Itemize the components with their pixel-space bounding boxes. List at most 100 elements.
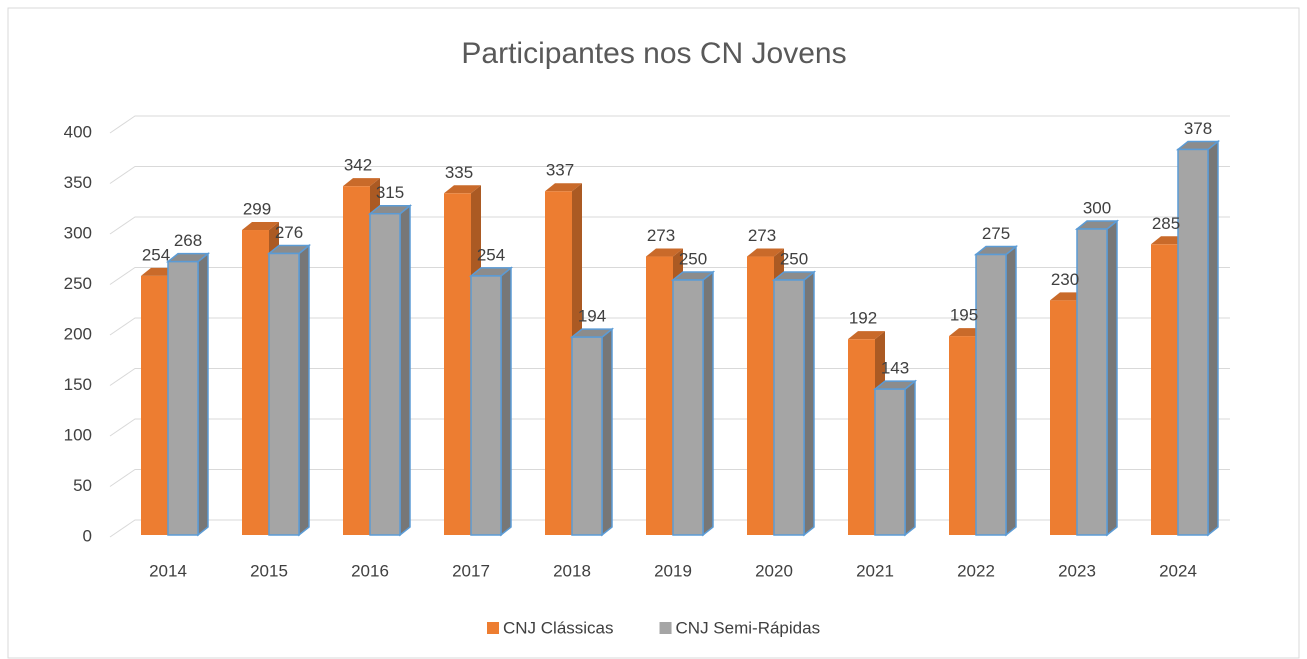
bar-face [343,178,380,187]
x-tick-label: 2024 [1159,561,1197,580]
bar-face [803,270,815,537]
bar-face [702,270,714,537]
bar-face [470,275,502,536]
data-label: 378 [1184,119,1212,138]
bar-face [399,204,411,537]
x-tick-label: 2020 [755,561,793,580]
bar-face [848,339,875,535]
data-label: 268 [174,231,202,250]
bar-face [747,248,784,257]
bar-face [747,256,774,535]
legend-label: CNJ Clássicas [503,618,614,637]
bar [973,244,1019,537]
x-tick-label: 2021 [856,561,894,580]
bar-face [1151,244,1178,536]
bar-face [1177,148,1209,536]
data-label: 254 [142,245,170,264]
bar [872,379,918,537]
y-tick-label: 400 [64,122,92,141]
legend-label: CNJ Semi-Rápidas [676,618,821,637]
y-tick-label: 250 [64,274,92,293]
bar-face [1207,139,1219,537]
bar-face [141,275,168,535]
bar-face [874,388,906,536]
bar-face [848,331,885,340]
data-label: 230 [1051,270,1079,289]
y-tick-label: 200 [64,324,92,343]
x-tick-label: 2023 [1058,561,1096,580]
y-tick-label: 350 [64,173,92,192]
bar-face [672,279,704,536]
bar-face [1005,244,1017,537]
x-tick-label: 2017 [452,561,490,580]
data-label: 300 [1083,198,1111,217]
bar-face [904,379,916,537]
data-label: 275 [982,224,1010,243]
bar-face [1106,219,1118,537]
data-label: 276 [275,223,303,242]
bar [670,270,716,537]
bar [771,270,817,537]
bar-face [197,252,209,537]
x-tick-label: 2019 [654,561,692,580]
x-tick-label: 2015 [250,561,288,580]
bar-face [444,185,481,194]
data-label: 250 [679,249,707,268]
x-tick-label: 2022 [957,561,995,580]
bar-face [268,252,300,536]
x-tick-label: 2018 [553,561,591,580]
data-label: 337 [546,161,574,180]
grid-line [109,115,1230,134]
data-label: 315 [376,183,404,202]
bar-face [646,248,683,257]
bar [1074,219,1120,537]
y-tick-label: 300 [64,223,92,242]
bar-face [646,256,673,535]
bar-face [773,279,805,536]
data-label: 273 [748,226,776,245]
bar [367,204,413,537]
bar-face [167,260,199,536]
bar-face [975,253,1007,536]
bar [569,327,615,537]
bar-face [369,212,401,536]
bar-face [1076,228,1108,536]
bar-face [444,193,471,536]
data-label: 250 [780,249,808,268]
bar-face [242,230,269,535]
data-label: 143 [881,359,909,378]
legend-swatch [659,622,672,634]
data-label: 195 [950,306,978,325]
bar-face [242,222,279,231]
bar [165,252,211,537]
x-tick-label: 2014 [149,561,187,580]
bar [1175,139,1221,537]
data-label: 194 [578,307,606,326]
bar-face [298,243,310,537]
data-label: 335 [445,163,473,182]
y-tick-label: 150 [64,375,92,394]
bar [468,266,514,537]
data-label: 273 [647,226,675,245]
legend-swatch [487,622,499,634]
bar-face [500,266,512,537]
bar-face [949,336,976,535]
data-label: 254 [477,245,505,264]
data-label: 342 [344,156,372,175]
y-tick-label: 0 [83,526,92,545]
data-label: 299 [243,200,271,219]
chart-title: Participantes nos CN Jovens [461,37,846,70]
bar-face [343,186,370,535]
data-label: 192 [849,309,877,328]
x-tick-label: 2016 [351,561,389,580]
bar [266,243,312,537]
grid-line [109,166,1230,184]
bar-face [571,336,603,536]
bar-face [1050,300,1077,535]
grid-line [109,216,1230,235]
data-label: 285 [1152,214,1180,233]
bar-face [545,183,582,192]
grid-line [109,267,1230,285]
grid-line [109,317,1230,336]
